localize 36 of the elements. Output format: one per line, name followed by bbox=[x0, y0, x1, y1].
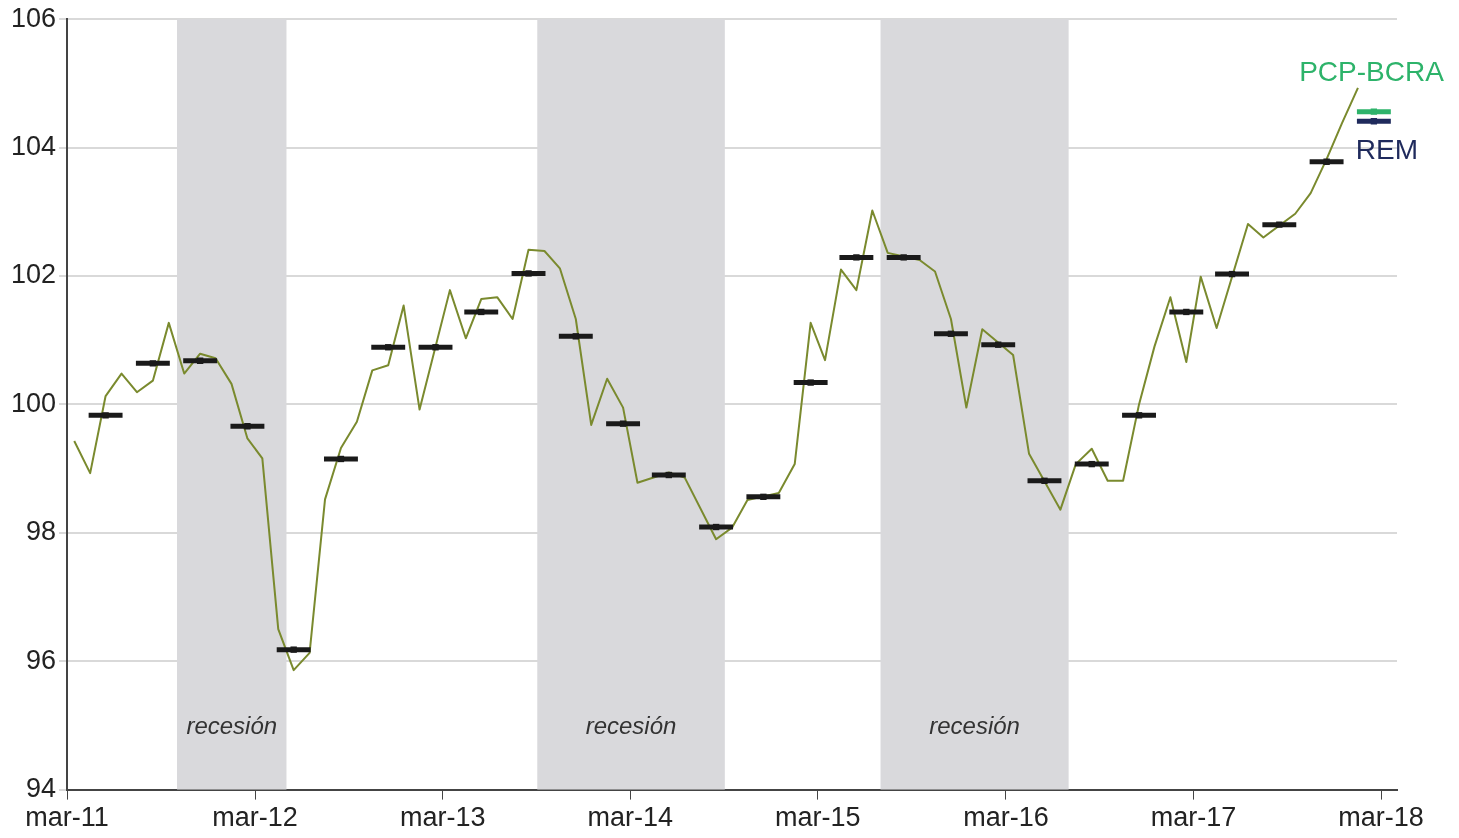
point bbox=[432, 344, 439, 351]
point bbox=[525, 270, 532, 277]
x-tick-label: mar-16 bbox=[963, 802, 1049, 833]
band-label: recesión bbox=[929, 712, 1020, 740]
point bbox=[665, 471, 672, 479]
series-label: REM bbox=[1355, 134, 1419, 165]
y-tick-label: 102 bbox=[10, 259, 57, 290]
point bbox=[807, 379, 814, 386]
y-tick-label: 96 bbox=[26, 644, 57, 675]
band-label: recesión bbox=[585, 712, 677, 740]
point bbox=[102, 412, 109, 419]
x-tick-label: mar-11 bbox=[25, 802, 109, 833]
point bbox=[900, 254, 907, 261]
x-tick-label: mar-14 bbox=[587, 802, 674, 833]
point bbox=[760, 493, 767, 501]
y-tick-label: 100 bbox=[10, 387, 57, 418]
x-tick-label: mar-15 bbox=[775, 802, 861, 833]
x-tick-label: mar-13 bbox=[399, 802, 486, 833]
x-tick-label: mar-17 bbox=[1150, 802, 1237, 833]
x-tick-label: mar-18 bbox=[1338, 802, 1424, 833]
point bbox=[1276, 221, 1283, 228]
band-label: recesión bbox=[186, 712, 278, 740]
x-tick-label: mar-12 bbox=[212, 802, 298, 833]
series-label: PCP-BCRA bbox=[1299, 56, 1445, 88]
y-tick-label: 104 bbox=[10, 131, 57, 162]
point bbox=[1323, 158, 1330, 165]
point bbox=[290, 646, 297, 653]
point bbox=[619, 420, 627, 427]
point bbox=[1041, 477, 1048, 484]
point bbox=[244, 423, 251, 430]
y-tick-label: 98 bbox=[26, 516, 57, 547]
point bbox=[853, 254, 860, 261]
point bbox=[572, 333, 579, 340]
point bbox=[1370, 108, 1378, 115]
y-tick-label: 94 bbox=[26, 773, 57, 804]
y-tick-label: 106 bbox=[10, 2, 57, 33]
